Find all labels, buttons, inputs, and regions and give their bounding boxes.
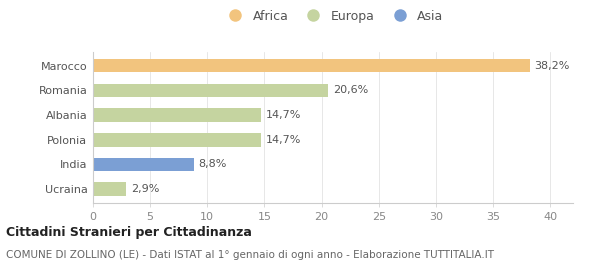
Bar	[93, 83, 328, 97]
Text: 14,7%: 14,7%	[266, 110, 301, 120]
Text: COMUNE DI ZOLLINO (LE) - Dati ISTAT al 1° gennaio di ogni anno - Elaborazione TU: COMUNE DI ZOLLINO (LE) - Dati ISTAT al 1…	[6, 250, 494, 259]
Bar	[93, 108, 261, 122]
Text: 14,7%: 14,7%	[266, 135, 301, 145]
Bar	[93, 59, 530, 73]
Legend: Africa, Europa, Asia: Africa, Europa, Asia	[218, 5, 449, 28]
Bar	[93, 133, 261, 147]
Text: 38,2%: 38,2%	[534, 61, 569, 71]
Text: 2,9%: 2,9%	[131, 184, 159, 194]
Bar	[93, 158, 194, 171]
Text: 20,6%: 20,6%	[333, 85, 368, 95]
Bar	[93, 182, 126, 196]
Text: Cittadini Stranieri per Cittadinanza: Cittadini Stranieri per Cittadinanza	[6, 226, 252, 239]
Text: 8,8%: 8,8%	[198, 159, 227, 170]
